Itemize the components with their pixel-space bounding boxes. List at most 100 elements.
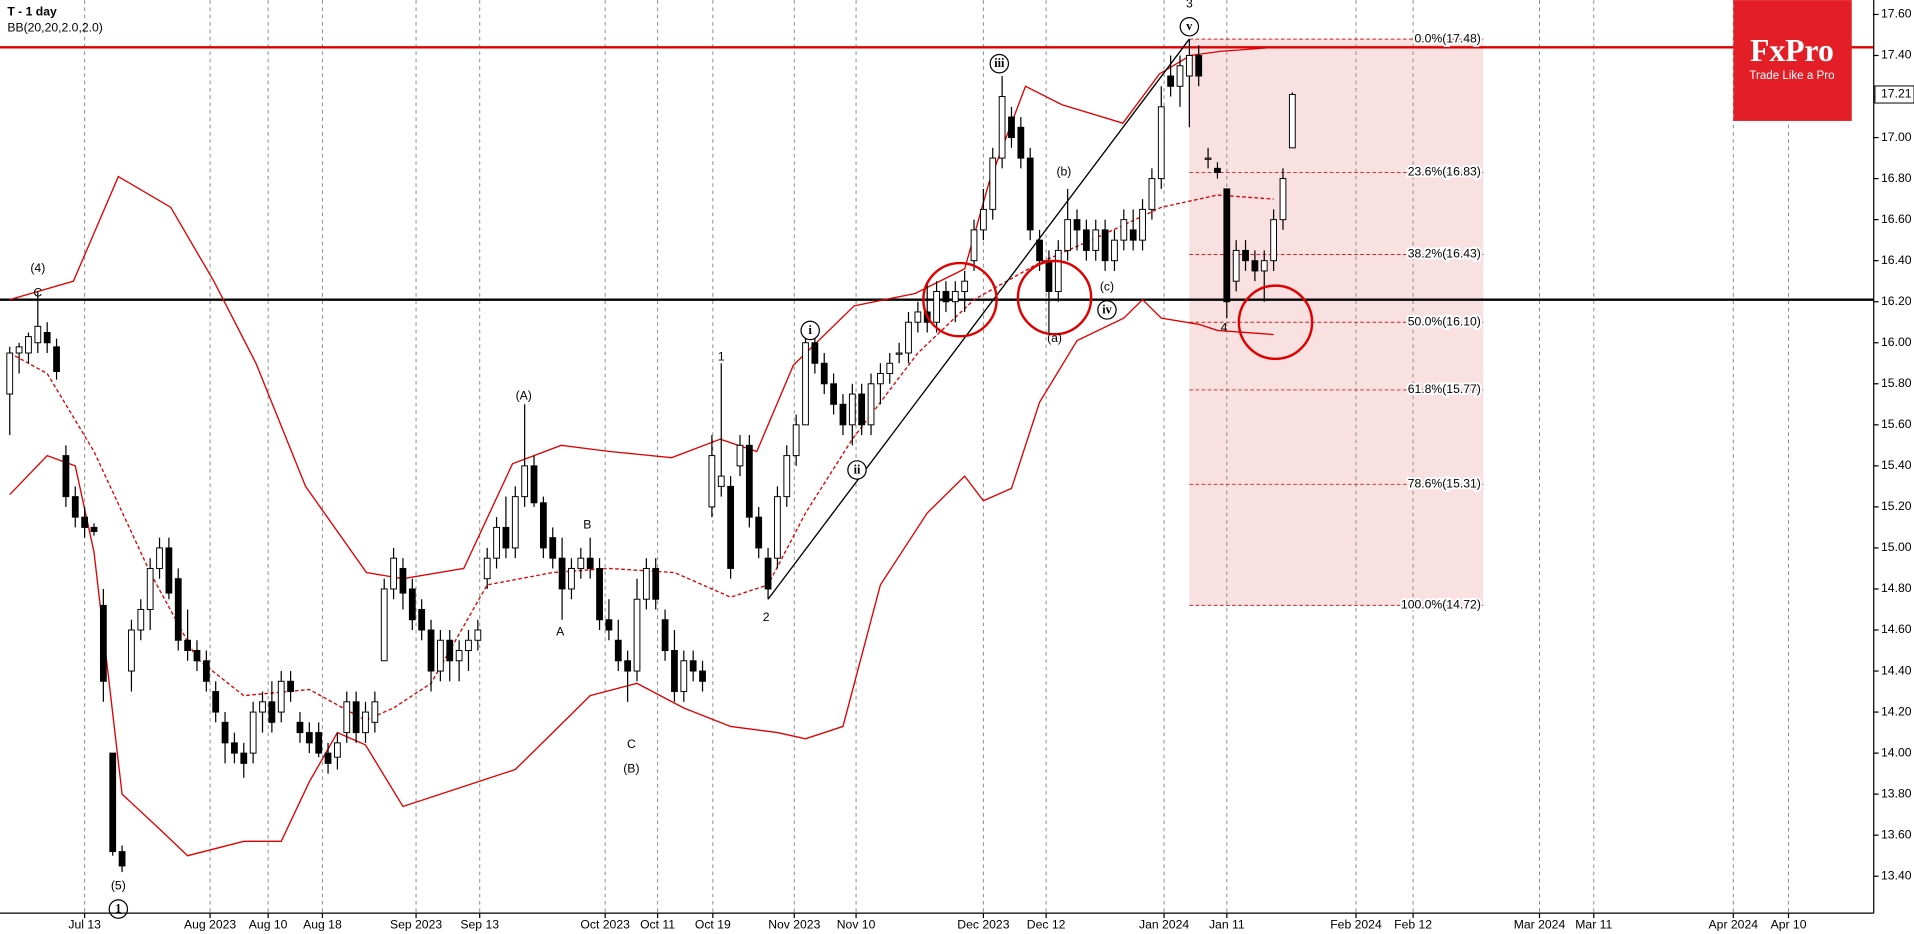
- candle-body: [240, 752, 248, 764]
- wave-label-ring: [1179, 17, 1200, 37]
- wave-label: v: [1186, 19, 1193, 33]
- candle-body: [305, 732, 313, 744]
- x-tick-label: Jul 13: [68, 918, 101, 932]
- candle-body: [717, 475, 725, 487]
- logo: FxPro Trade Like a Pro: [1733, 0, 1852, 121]
- x-tick-label: Mar 2024: [1514, 918, 1566, 932]
- candle-body: [830, 383, 837, 405]
- candle-body: [942, 290, 950, 303]
- candle-body: [343, 701, 351, 734]
- candle-body: [671, 650, 678, 693]
- y-tick-label: 16.40: [1881, 253, 1912, 267]
- y-tick-label: 17.40: [1881, 48, 1912, 62]
- candle-body: [1129, 229, 1137, 241]
- y-tick-label: 14.20: [1881, 704, 1912, 718]
- candle-body: [249, 711, 257, 754]
- x-tick-label: Oct 11: [640, 918, 675, 932]
- candle-body: [212, 691, 220, 713]
- candle-body: [90, 526, 98, 533]
- wave-label: 1: [115, 901, 121, 915]
- candle-body: [998, 96, 1006, 159]
- candle-body: [1148, 178, 1156, 210]
- candle-body: [455, 650, 463, 662]
- candle-body: [1232, 249, 1240, 282]
- candle-body: [914, 311, 922, 323]
- candle-body: [1195, 55, 1203, 77]
- candle-body: [577, 557, 585, 569]
- candle-body: [1073, 219, 1081, 231]
- candle-body: [25, 336, 32, 354]
- candle-body: [465, 639, 472, 652]
- candle-body: [6, 352, 14, 395]
- wave-label: C: [627, 737, 636, 751]
- x-tick-label: Aug 10: [249, 918, 288, 932]
- front-layer: 0.0%(17.48) 23.6%(16.83) 38.2%(16.43) 50.0%…: [30, 0, 1914, 919]
- fib-label: 50.0%(16.10): [1408, 314, 1481, 328]
- candle-body: [81, 516, 89, 528]
- bollinger-band: [9, 46, 1276, 580]
- wave-label: (4): [30, 261, 45, 275]
- candle-body: [867, 383, 875, 426]
- candle-body: [493, 526, 500, 559]
- candle-body: [277, 680, 285, 713]
- candle-body: [530, 465, 538, 504]
- candle-body: [118, 851, 126, 867]
- candle-body: [165, 547, 173, 594]
- y-tick-label: 17.00: [1881, 130, 1912, 144]
- y-tick-label: 16.20: [1881, 294, 1912, 308]
- bollinger-band: [9, 298, 1274, 857]
- logo-box: [1733, 0, 1852, 121]
- fib-label: 0.0%(17.48): [1414, 31, 1480, 45]
- candle-body: [764, 557, 772, 590]
- candle-body: [193, 650, 201, 662]
- y-tick-label: 14.40: [1881, 663, 1912, 677]
- candle-body: [970, 229, 978, 262]
- wave-label: i: [808, 323, 812, 337]
- last-price-label: 17.21: [1881, 87, 1912, 101]
- candle-body: [511, 496, 519, 549]
- candle-body: [436, 639, 444, 672]
- candle-body: [71, 496, 79, 518]
- fib-label: 78.6%(15.31): [1408, 477, 1481, 491]
- candle-body: [877, 373, 884, 385]
- candle-body: [390, 557, 397, 590]
- logo-name: FxPro: [1750, 33, 1834, 68]
- candle-body: [34, 325, 42, 344]
- candle-body: [605, 619, 613, 631]
- x-tick-label: Sep 2023: [390, 918, 442, 932]
- candle-body: [502, 526, 510, 549]
- x-tick-label: Oct 2023: [580, 918, 630, 932]
- trendline: [767, 38, 1190, 600]
- y-tick-label: 13.40: [1881, 868, 1912, 882]
- logo-tagline: Trade Like a Pro: [1749, 70, 1834, 82]
- candle-body: [961, 280, 969, 292]
- y-tick-label: 15.00: [1881, 540, 1912, 554]
- candle-body: [315, 732, 323, 754]
- candle-body: [979, 208, 987, 231]
- candle-body: [727, 485, 735, 569]
- wave-label: 4: [1221, 321, 1228, 335]
- candle-body: [624, 660, 632, 672]
- candle-body: [146, 567, 154, 610]
- y-tick-label: 13.80: [1881, 786, 1912, 800]
- y-tick-label: 14.00: [1881, 745, 1912, 759]
- candle-body: [689, 660, 697, 672]
- x-tick-label: Feb 12: [1394, 918, 1432, 932]
- candle-body: [848, 393, 856, 426]
- candle-body: [324, 752, 332, 764]
- candle-body: [174, 578, 182, 641]
- candle-body: [371, 701, 379, 723]
- candle-body: [53, 346, 60, 372]
- candle-body: [128, 629, 135, 672]
- wave-label-ring: [847, 460, 867, 480]
- candle-body: [1288, 93, 1296, 149]
- candle-body: [1036, 239, 1043, 262]
- wave-label: B: [583, 518, 591, 532]
- y-tick-label: 16.00: [1881, 335, 1912, 349]
- wave-label: (A): [516, 388, 532, 402]
- candle-body: [1176, 65, 1184, 87]
- candle-body: [43, 332, 51, 344]
- candle-body: [62, 455, 70, 498]
